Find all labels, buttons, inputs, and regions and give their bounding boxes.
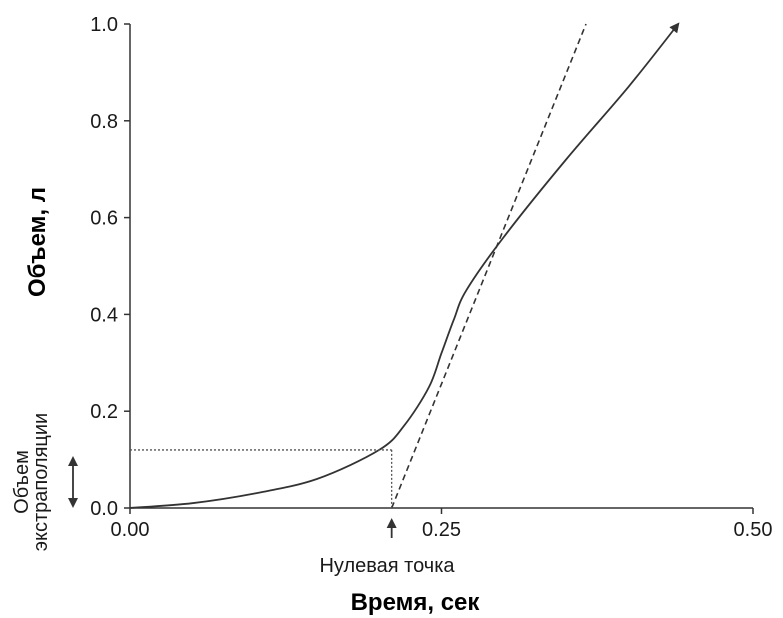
zero-point-label: Нулевая точка	[319, 555, 455, 577]
y-tick-label: 0.4	[90, 304, 118, 326]
annotations	[68, 449, 397, 538]
y-ticks: 0.0 0.2 0.4 0.6 0.8 1.0	[90, 14, 130, 520]
series-group	[129, 22, 680, 509]
y-tick-label: 0.2	[90, 401, 118, 423]
back-extrapolation-line	[390, 23, 587, 509]
extrapolation-label-line2: экстраполяции	[30, 413, 52, 551]
y-tick-label: 0.8	[90, 111, 118, 133]
y-tick-label: 0.6	[90, 208, 118, 230]
extrapolation-label-line1: Объем	[11, 450, 33, 514]
y-tick-label: 0.0	[90, 498, 118, 520]
y-tick-label: 1.0	[90, 14, 118, 36]
x-tick-label: 0.50	[734, 519, 773, 541]
volume-time-curve	[129, 22, 680, 509]
x-axis-label: Время, сек	[351, 589, 481, 616]
axes	[129, 24, 753, 509]
x-tick-label: 0.25	[422, 519, 461, 541]
x-ticks: 0.00 0.25 0.50	[111, 508, 773, 541]
x-tick-label: 0.00	[111, 519, 150, 541]
y-axis-label: Объем, л	[24, 187, 51, 297]
